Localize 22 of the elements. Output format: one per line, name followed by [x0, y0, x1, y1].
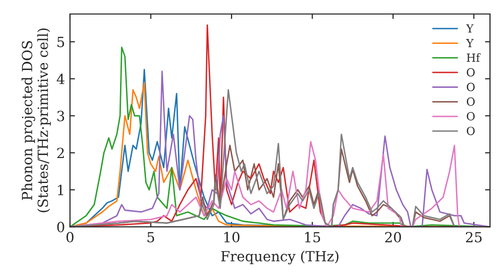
x-axis-title: Frequency (THz)	[221, 250, 338, 264]
y-axis-title: Phonon projected DOS (States/THz·primitive cell)	[22, 28, 51, 212]
legend-label: Hf	[466, 53, 481, 62]
y-tick-label: 5	[57, 36, 64, 48]
y-tick-label: 1	[58, 184, 64, 196]
y-tick-label: 3	[57, 110, 64, 122]
y-tick-label: 4	[56, 74, 64, 84]
x-tick-label: 0	[66, 232, 74, 242]
legend-label: O	[466, 97, 475, 106]
x-tick-label: 5	[148, 232, 154, 242]
x-tick-label: 10	[224, 232, 240, 242]
legend-label: O	[466, 112, 475, 120]
x-tick-label: 15	[305, 232, 320, 242]
y-tick-label: 2	[57, 148, 64, 158]
legend-label: O	[466, 126, 475, 136]
y-tick-label: 0	[57, 222, 64, 232]
legend-label: Y	[466, 24, 474, 32]
x-tick-label: 25	[466, 232, 482, 242]
legend-label: O	[466, 82, 475, 92]
x-tick-label: 20	[385, 232, 401, 242]
legend-label: Y	[466, 38, 474, 48]
legend-label: O	[466, 68, 475, 77]
